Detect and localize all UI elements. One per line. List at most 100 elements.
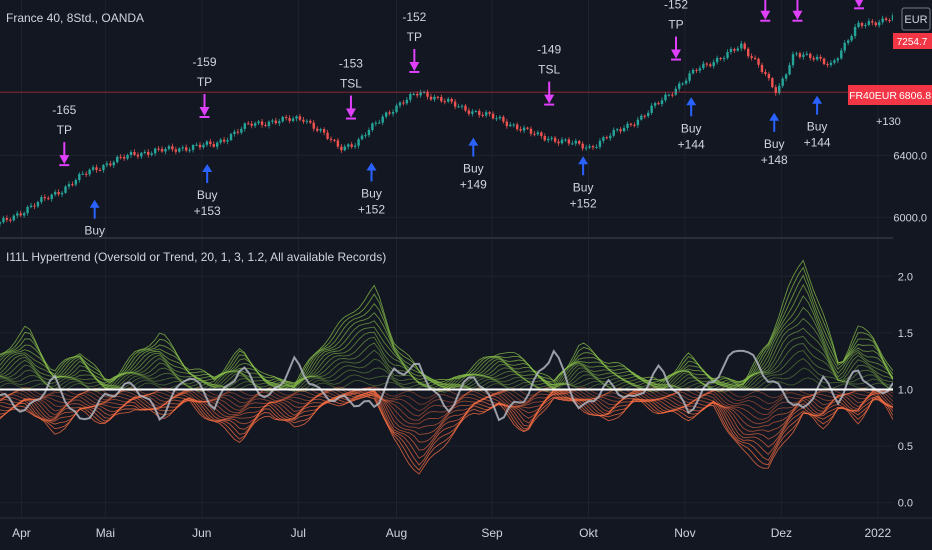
candle-body — [240, 128, 243, 133]
candle-body — [609, 135, 612, 139]
ribbon-line-lower — [0, 389, 894, 451]
candle-body — [709, 64, 712, 67]
candle-body — [109, 163, 112, 166]
currency-badge-box[interactable] — [901, 7, 931, 31]
time-axis[interactable]: Apr Mai Jun Jul Aug Sep Okt Nov Dez 2022 — [12, 526, 891, 540]
candle-body — [878, 22, 881, 26]
candle-body — [181, 147, 184, 149]
indicator-title[interactable]: I11L Hypertrend (Oversold or Trend, 20, … — [6, 250, 386, 264]
exit-arrow-icon — [671, 49, 682, 59]
candle-body — [357, 139, 360, 146]
candle-body — [767, 73, 771, 79]
buy-signal-label: Buy — [361, 186, 382, 200]
candle-body — [5, 218, 9, 220]
candle-body — [643, 115, 646, 117]
candle-body — [257, 121, 260, 124]
candle-body — [795, 53, 798, 55]
candle-body — [460, 105, 464, 107]
indicator-tick-label: 0.0 — [898, 498, 913, 510]
candle-body — [116, 156, 119, 163]
candle-body — [833, 60, 836, 63]
candle-body — [267, 121, 271, 126]
candle-body — [274, 120, 278, 124]
candle-body — [371, 123, 374, 130]
candle-body — [26, 207, 29, 214]
indicator-tick-label: 0.5 — [898, 441, 913, 453]
candle-body — [881, 18, 884, 23]
candle-body — [347, 144, 350, 147]
candle-body — [712, 62, 715, 67]
candle-body — [312, 122, 315, 129]
candle-body — [384, 112, 388, 117]
candle-body — [2, 218, 5, 223]
candle-body — [219, 139, 222, 143]
exit-arrow-icon — [760, 10, 771, 20]
candle-body — [688, 73, 691, 81]
candle-body — [567, 139, 571, 144]
candle-body — [374, 122, 378, 124]
candle-body — [809, 53, 812, 58]
candle-body — [95, 167, 98, 171]
candle-body — [629, 123, 633, 125]
candle-body — [626, 123, 629, 128]
candle-body — [84, 173, 88, 175]
candle-body — [857, 22, 860, 27]
candle-body — [415, 93, 419, 96]
candle-body — [522, 127, 526, 131]
candle-body — [778, 85, 781, 94]
candle-body — [102, 165, 105, 171]
candle-body — [402, 102, 405, 104]
candle-body — [512, 124, 515, 126]
candle-body — [395, 105, 398, 113]
candle-body — [281, 116, 284, 122]
candle-body — [836, 58, 840, 61]
candle-body — [305, 120, 309, 122]
candle-body — [326, 132, 329, 139]
candle-body — [457, 106, 460, 108]
candle-body — [581, 143, 584, 149]
indicator-tick-label: 2.0 — [898, 271, 913, 283]
buy-arrow-icon — [812, 95, 823, 104]
price-axis[interactable]: 6000.0 6400.0 — [893, 150, 927, 224]
candle-body — [746, 48, 750, 57]
candle-body — [588, 146, 591, 148]
candle-body — [478, 110, 481, 115]
candle-body — [843, 42, 846, 51]
candle-body — [502, 116, 505, 122]
buy-signal-label: Buy — [463, 162, 484, 176]
time-tick-label: Jun — [192, 526, 211, 540]
candle-body — [250, 123, 253, 126]
candle-body — [443, 101, 446, 103]
candle-body — [419, 92, 422, 96]
candle-body — [198, 144, 202, 148]
candle-body — [343, 146, 346, 151]
candle-body — [764, 72, 767, 74]
candle-body — [798, 53, 802, 57]
candle-body — [615, 129, 619, 131]
exit-signal-value: -153 — [339, 57, 363, 71]
candle-body — [112, 162, 115, 166]
buy-arrow-icon — [686, 97, 697, 106]
exit-arrow-icon — [409, 61, 420, 71]
candle-body — [681, 83, 684, 85]
candle-body — [378, 122, 381, 124]
exit-signal-value: -165 — [52, 103, 76, 117]
candle-body — [509, 124, 512, 127]
symbol-title[interactable]: France 40, 8Std., OANDA — [6, 11, 144, 25]
exit-arrow-icon — [59, 155, 70, 165]
candle-body — [74, 180, 78, 185]
candle-body — [702, 63, 705, 69]
time-tick-label: Nov — [674, 526, 695, 540]
candle-body — [295, 116, 298, 119]
candle-body — [229, 133, 233, 141]
currency-badge: EUR — [904, 14, 927, 26]
indicator-axis[interactable]: 0.0 0.5 1.0 1.5 2.0 — [898, 271, 913, 509]
candle-body — [698, 68, 702, 71]
exit-arrow-icon — [855, 0, 864, 8]
candle-body — [364, 135, 367, 137]
time-tick-label: Dez — [771, 526, 792, 540]
candle-body — [191, 145, 195, 150]
indicator-pane — [0, 259, 894, 475]
candle-body — [605, 137, 609, 139]
candle-body — [781, 78, 784, 86]
